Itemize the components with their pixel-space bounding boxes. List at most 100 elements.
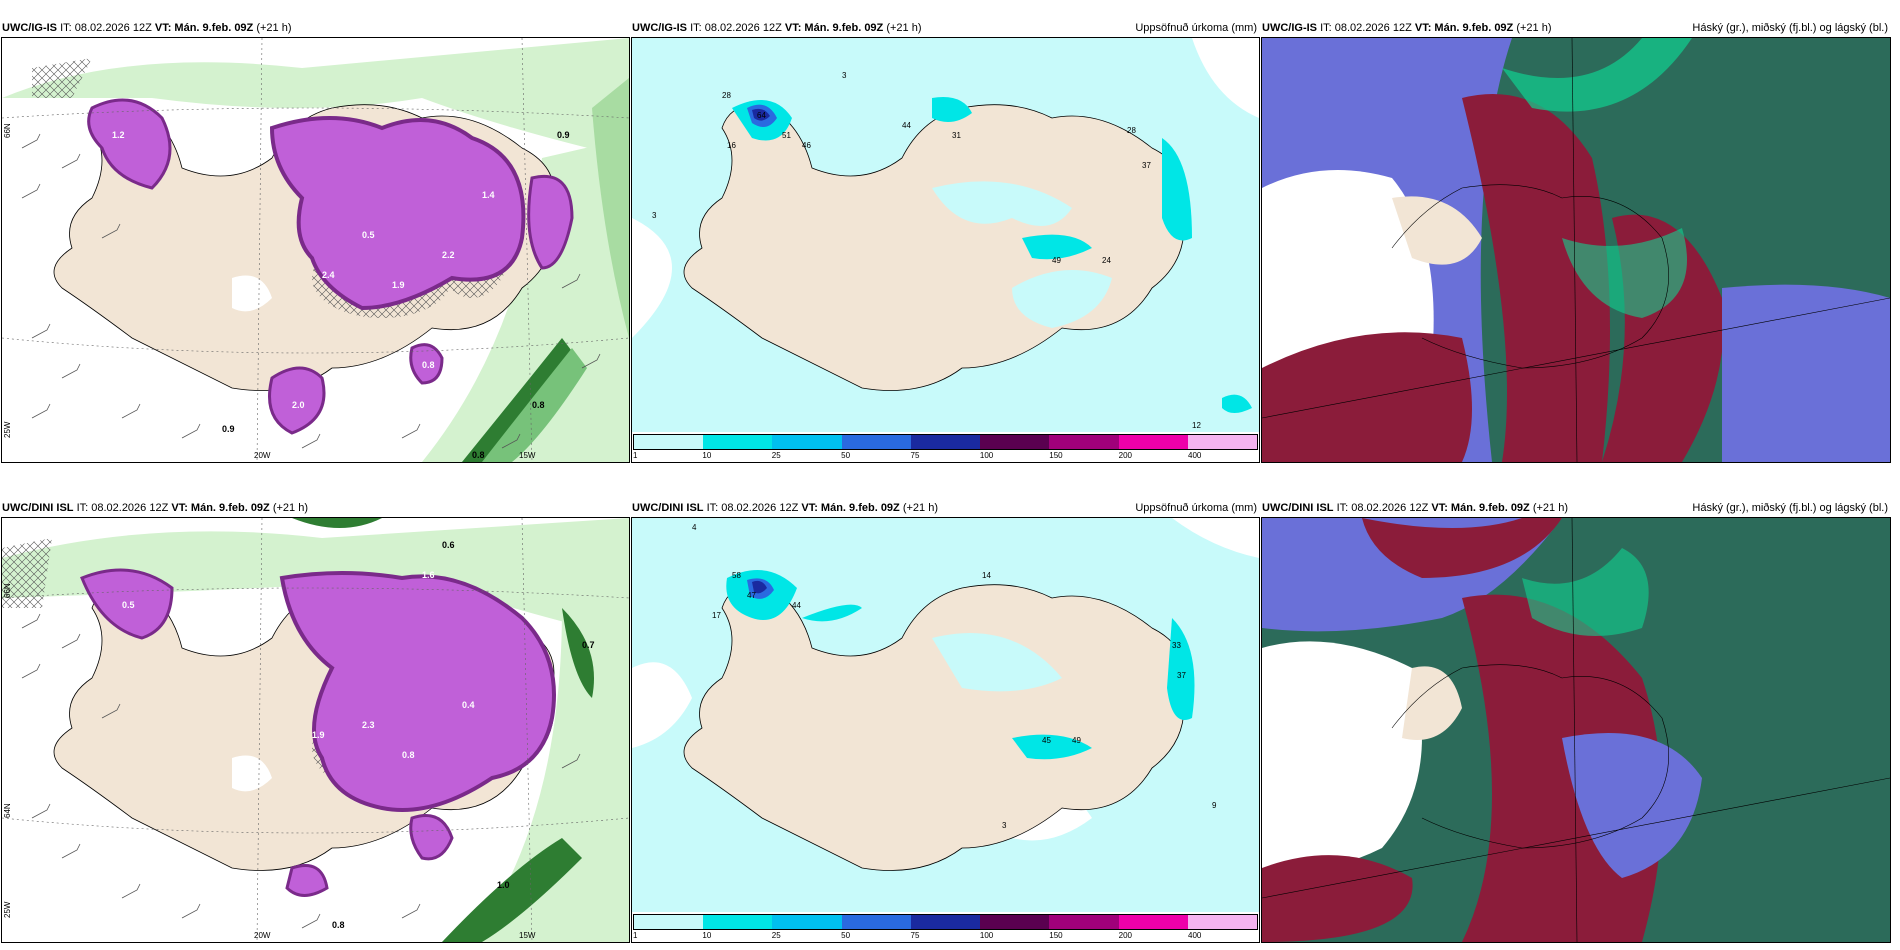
lon-label: 15W [519, 931, 536, 940]
lon-label: 15W [519, 451, 536, 460]
value-label: 0.5 [122, 600, 135, 610]
colorbar-swatch [1049, 915, 1119, 929]
value-label: 1.9 [392, 280, 405, 290]
map-panel-cloud-top: UWC/IG-IS IT: 08.02.2026 12Z VT: Mán. 9.… [1261, 22, 1891, 463]
value-label: 31 [952, 131, 961, 140]
value-label: 17 [712, 611, 721, 620]
value-label: 0.5 [362, 230, 375, 240]
colorbar-swatch [910, 915, 981, 929]
colorbar-swatch [841, 435, 911, 449]
colorbar-swatch [703, 435, 773, 449]
colorbar-swatch [1049, 435, 1119, 449]
value-label: 0.8 [402, 750, 415, 760]
value-label: 37 [1177, 671, 1186, 680]
value-label: 2.0 [292, 400, 305, 410]
value-label: 2.4 [322, 270, 335, 280]
value-label: 37 [1142, 161, 1151, 170]
lat-label: 25W [3, 421, 12, 438]
value-label: 4 [692, 523, 697, 532]
colorbar-swatch [980, 435, 1050, 449]
panel-title: UWC/IG-IS IT: 08.02.2026 12Z VT: Mán. 9.… [1262, 22, 1552, 34]
map-panel-wind-top: UWC/IG-IS IT: 08.02.2026 12Z VT: Mán. 9.… [1, 22, 630, 463]
colorbar-swatch [910, 435, 981, 449]
value-label: 28 [722, 91, 731, 100]
value-label: 16 [727, 141, 736, 150]
value-label: 44 [902, 121, 911, 130]
cloud-map [1262, 38, 1890, 462]
value-label: 46 [802, 141, 811, 150]
value-label: 44 [792, 601, 801, 610]
colorbar-swatch [1118, 915, 1188, 929]
value-label: 0.8 [472, 450, 485, 460]
lat-label: 66N [3, 123, 12, 138]
value-label: 0.6 [442, 540, 455, 550]
value-label: 1.2 [112, 130, 125, 140]
value-label: 45 [1042, 736, 1051, 745]
value-label: 24 [1102, 256, 1111, 265]
value-label: 12 [1192, 421, 1201, 430]
value-label: 1.9 [312, 730, 325, 740]
panel-title: UWC/IG-IS IT: 08.02.2026 12Z VT: Mán. 9.… [632, 22, 922, 34]
colorbar-swatch [1187, 435, 1257, 449]
colorbar [633, 914, 1258, 930]
colorbar-swatch [634, 435, 704, 449]
panel-title: UWC/DINI ISL IT: 08.02.2026 12Z VT: Mán.… [1262, 502, 1569, 514]
cloud-map [1262, 518, 1890, 942]
value-label: 28 [1127, 126, 1136, 135]
map-panel-precip-bottom: UWC/DINI ISL IT: 08.02.2026 12Z VT: Mán.… [631, 502, 1260, 943]
value-label: 0.9 [557, 130, 570, 140]
precip-map: 4 58 47 44 17 14 45 49 33 37 3 9 [632, 518, 1259, 912]
value-label: 2.3 [362, 720, 375, 730]
value-label: 1.6 [422, 570, 435, 580]
precip-map: 28 64 16 51 46 44 31 28 37 49 24 12 3 3 [632, 38, 1259, 432]
wind-map: 1.6 2.3 1.9 0.8 0.4 0.5 0.6 0.7 1.0 0.8 … [2, 518, 629, 942]
panel-subtitle: Háský (gr.), miðský (fj.bl.) og lágský (… [1692, 22, 1888, 34]
colorbar-swatch [841, 915, 911, 929]
lat-label: 25W [3, 901, 12, 918]
value-label: 3 [842, 71, 847, 80]
value-label: 49 [1072, 736, 1081, 745]
panel-subtitle: Háský (gr.), miðský (fj.bl.) og lágský (… [1692, 502, 1888, 514]
value-label: 3 [652, 211, 657, 220]
colorbar-swatch [772, 435, 842, 449]
colorbar-swatch [1118, 435, 1188, 449]
value-label: 0.4 [462, 700, 475, 710]
value-label: 0.9 [222, 424, 235, 434]
value-label: 0.7 [582, 640, 595, 650]
lat-label: 64N [3, 803, 12, 818]
value-label: 3 [1002, 821, 1007, 830]
panel-title: UWC/DINI ISL IT: 08.02.2026 12Z VT: Mán.… [2, 502, 309, 514]
value-label: 51 [782, 131, 791, 140]
wind-map: 1.2 2.4 0.5 1.9 2.0 0.8 1.4 2.2 0.9 0.8 … [2, 38, 629, 462]
colorbar [633, 434, 1258, 450]
value-label: 47 [747, 591, 756, 600]
value-label: 9 [1212, 801, 1217, 810]
colorbar-ticks: 1 10 25 50 75 100 150 200 400 [633, 931, 1202, 940]
value-label: 0.8 [422, 360, 435, 370]
value-label: 1.4 [482, 190, 495, 200]
colorbar-swatch [1187, 915, 1257, 929]
map-panel-precip-top: UWC/IG-IS IT: 08.02.2026 12Z VT: Mán. 9.… [631, 22, 1260, 463]
colorbar-ticks: 1 10 25 50 75 100 150 200 400 [633, 451, 1202, 460]
value-label: 0.8 [332, 920, 345, 930]
lat-label: 66N [3, 583, 12, 598]
colorbar-swatch [634, 915, 704, 929]
value-label: 58 [732, 571, 741, 580]
value-label: 14 [982, 571, 991, 580]
colorbar-swatch [703, 915, 773, 929]
value-label: 1.0 [497, 880, 510, 890]
value-label: 2.2 [442, 250, 455, 260]
lon-label: 20W [254, 451, 271, 460]
map-panel-cloud-bottom: UWC/DINI ISL IT: 08.02.2026 12Z VT: Mán.… [1261, 502, 1891, 943]
value-label: 49 [1052, 256, 1061, 265]
map-panel-wind-bottom: UWC/DINI ISL IT: 08.02.2026 12Z VT: Mán.… [1, 502, 630, 943]
panel-title: UWC/IG-IS IT: 08.02.2026 12Z VT: Mán. 9.… [2, 22, 292, 34]
lon-label: 20W [254, 931, 271, 940]
panel-subtitle: Uppsöfnuð úrkoma (mm) [1135, 502, 1257, 514]
colorbar-swatch [980, 915, 1050, 929]
value-label: 64 [757, 111, 766, 120]
colorbar-swatch [772, 915, 842, 929]
panel-title: UWC/DINI ISL IT: 08.02.2026 12Z VT: Mán.… [632, 502, 939, 514]
panel-subtitle: Uppsöfnuð úrkoma (mm) [1135, 22, 1257, 34]
value-label: 0.8 [532, 400, 545, 410]
